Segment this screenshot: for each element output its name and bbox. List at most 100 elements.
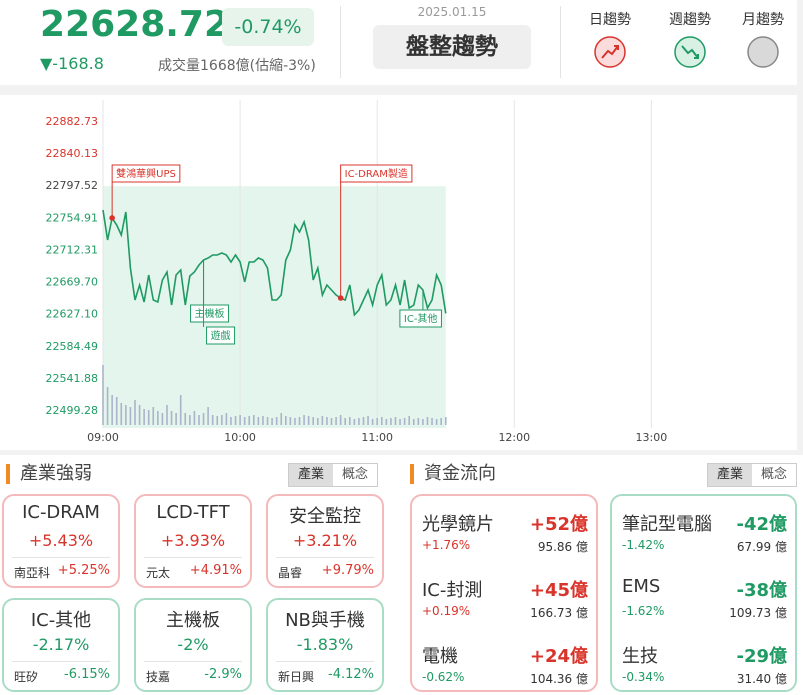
volume-bar [316, 418, 319, 425]
industry-pct: +5.43% [28, 531, 94, 550]
y-tick-label: 22797.52 [46, 179, 99, 192]
stock-pct: -4.12% [328, 667, 374, 682]
chart-card: 09:00 10:00 11:00 12:00 13:00 22882.73 22840.1… [0, 95, 797, 450]
fund-name: 生技 [622, 646, 658, 667]
tab[interactable]: 概念 [752, 464, 796, 486]
volume-bar [353, 419, 356, 425]
index-value: 22628.72 [40, 4, 230, 45]
volume-bar [298, 417, 301, 425]
volume-bar [207, 407, 209, 425]
x-tick-label: 11:00 [361, 431, 393, 444]
industry-name: 主機板 [166, 610, 220, 631]
y-tick-label: 22882.73 [46, 115, 99, 128]
volume-bar [367, 416, 369, 425]
up-arrow-head [614, 45, 619, 50]
month-trend-icon [747, 36, 779, 68]
fund-amount: +52億 [529, 514, 588, 535]
volume-bar [348, 417, 351, 425]
industry-card: 主機板 -2% 技嘉 -2.9% [134, 598, 252, 692]
annotation-box [399, 309, 442, 328]
x-tick-label: 12:00 [498, 431, 530, 444]
fund-total: 104.36 億 [530, 672, 588, 686]
fund-total: 95.86 億 [537, 540, 588, 554]
volume-bar [143, 409, 145, 425]
volume-bar [289, 417, 292, 425]
volume-bar [312, 417, 315, 425]
divider [12, 661, 110, 662]
volume-bar [211, 415, 214, 425]
y-tick-label: 22669.70 [46, 276, 99, 289]
volume-bar [303, 415, 305, 425]
volume-bar [444, 417, 447, 425]
volume-bar [161, 413, 164, 425]
annotation-text: IC-其他 [404, 312, 438, 325]
volume-bar [307, 416, 310, 425]
trend: 盤整趨勢 [373, 25, 531, 69]
volume-bar [216, 416, 219, 425]
annotation: 雙鴻華興UPS [109, 164, 181, 221]
volume-bar [275, 417, 278, 425]
tab[interactable]: 產業 [289, 464, 333, 486]
annotation-text: 雙鴻華興UPS [116, 167, 176, 180]
change: ▼-168.8 [40, 54, 104, 73]
volume-bar [253, 415, 255, 425]
volume-bar [285, 416, 287, 425]
annotation-marker [337, 295, 344, 301]
fund-box: 筆記型電腦 -42億 -1.42% 67.99 億 EMS -38億 -1.62% 109.7… [610, 494, 797, 692]
tab[interactable]: 概念 [333, 464, 377, 486]
annotation: IC-DRAM製造 [337, 164, 413, 301]
industry-card: NB與手機 -1.83% 新日興 -4.12% [266, 598, 384, 692]
tabs: 產業 概念 [288, 463, 378, 487]
volume-bar [134, 400, 136, 425]
trend-icons [594, 36, 779, 68]
volume-bar [321, 416, 324, 425]
volume-bar [266, 417, 269, 425]
annotation-text: IC-DRAM製造 [345, 167, 408, 180]
annotation-text: 遊戲 [211, 329, 231, 342]
x-tick-label: 10:00 [224, 431, 256, 444]
stock-name: 新日興 [278, 670, 315, 684]
volume-bar [426, 417, 429, 425]
fund-pct: +0.19% [422, 604, 471, 618]
volume-bar [399, 419, 401, 425]
stock-name: 技嘉 [146, 670, 171, 684]
annotation-box [111, 164, 181, 183]
volume-bar [248, 416, 251, 425]
stock-name: 元太 [146, 566, 171, 580]
industry-pct: -2.17% [32, 635, 90, 654]
volume-bar [138, 405, 141, 425]
y-tick-label: 22584.49 [46, 340, 99, 353]
industry-name: NB與手機 [285, 610, 365, 631]
divider [560, 6, 561, 78]
volume-bar [152, 407, 155, 425]
volume-bar [422, 419, 424, 425]
tab[interactable]: 產業 [708, 464, 752, 486]
industry-pct: -1.83% [296, 635, 354, 654]
section-title: 產業強弱 [6, 464, 92, 484]
volume-bar [170, 411, 173, 425]
volume-bar [102, 365, 104, 425]
fund-amount: -29億 [736, 646, 787, 667]
volume-bar [175, 413, 177, 425]
industry-card: LCD-TFT +3.93% 元太 +4.91% [134, 494, 252, 588]
trend-label: 日趨勢 [589, 12, 631, 28]
volume-bar [376, 418, 378, 425]
industry-card: IC-其他 -2.17% 旺矽 -6.15% [2, 598, 120, 692]
divider [276, 557, 374, 558]
fund-total: 166.73 億 [530, 606, 588, 620]
price-line [102, 209, 447, 317]
volume-bar [125, 405, 127, 425]
stock-name: 南亞科 [14, 566, 51, 580]
tabs: 產業 概念 [707, 463, 797, 487]
annotation-text: 主機板 [195, 307, 225, 320]
volume-bar [230, 417, 232, 425]
volume-bar [147, 410, 150, 425]
fund-pct: -1.62% [622, 604, 665, 618]
volume-bar [380, 417, 383, 425]
industry-pct: +3.93% [160, 531, 226, 550]
volume-bar [193, 411, 196, 425]
stock-name: 晶睿 [278, 566, 303, 580]
y-tick-label: 22541.88 [46, 372, 99, 385]
y-tick-label: 22627.10 [46, 308, 99, 321]
stock-pct: -6.15% [64, 667, 110, 682]
